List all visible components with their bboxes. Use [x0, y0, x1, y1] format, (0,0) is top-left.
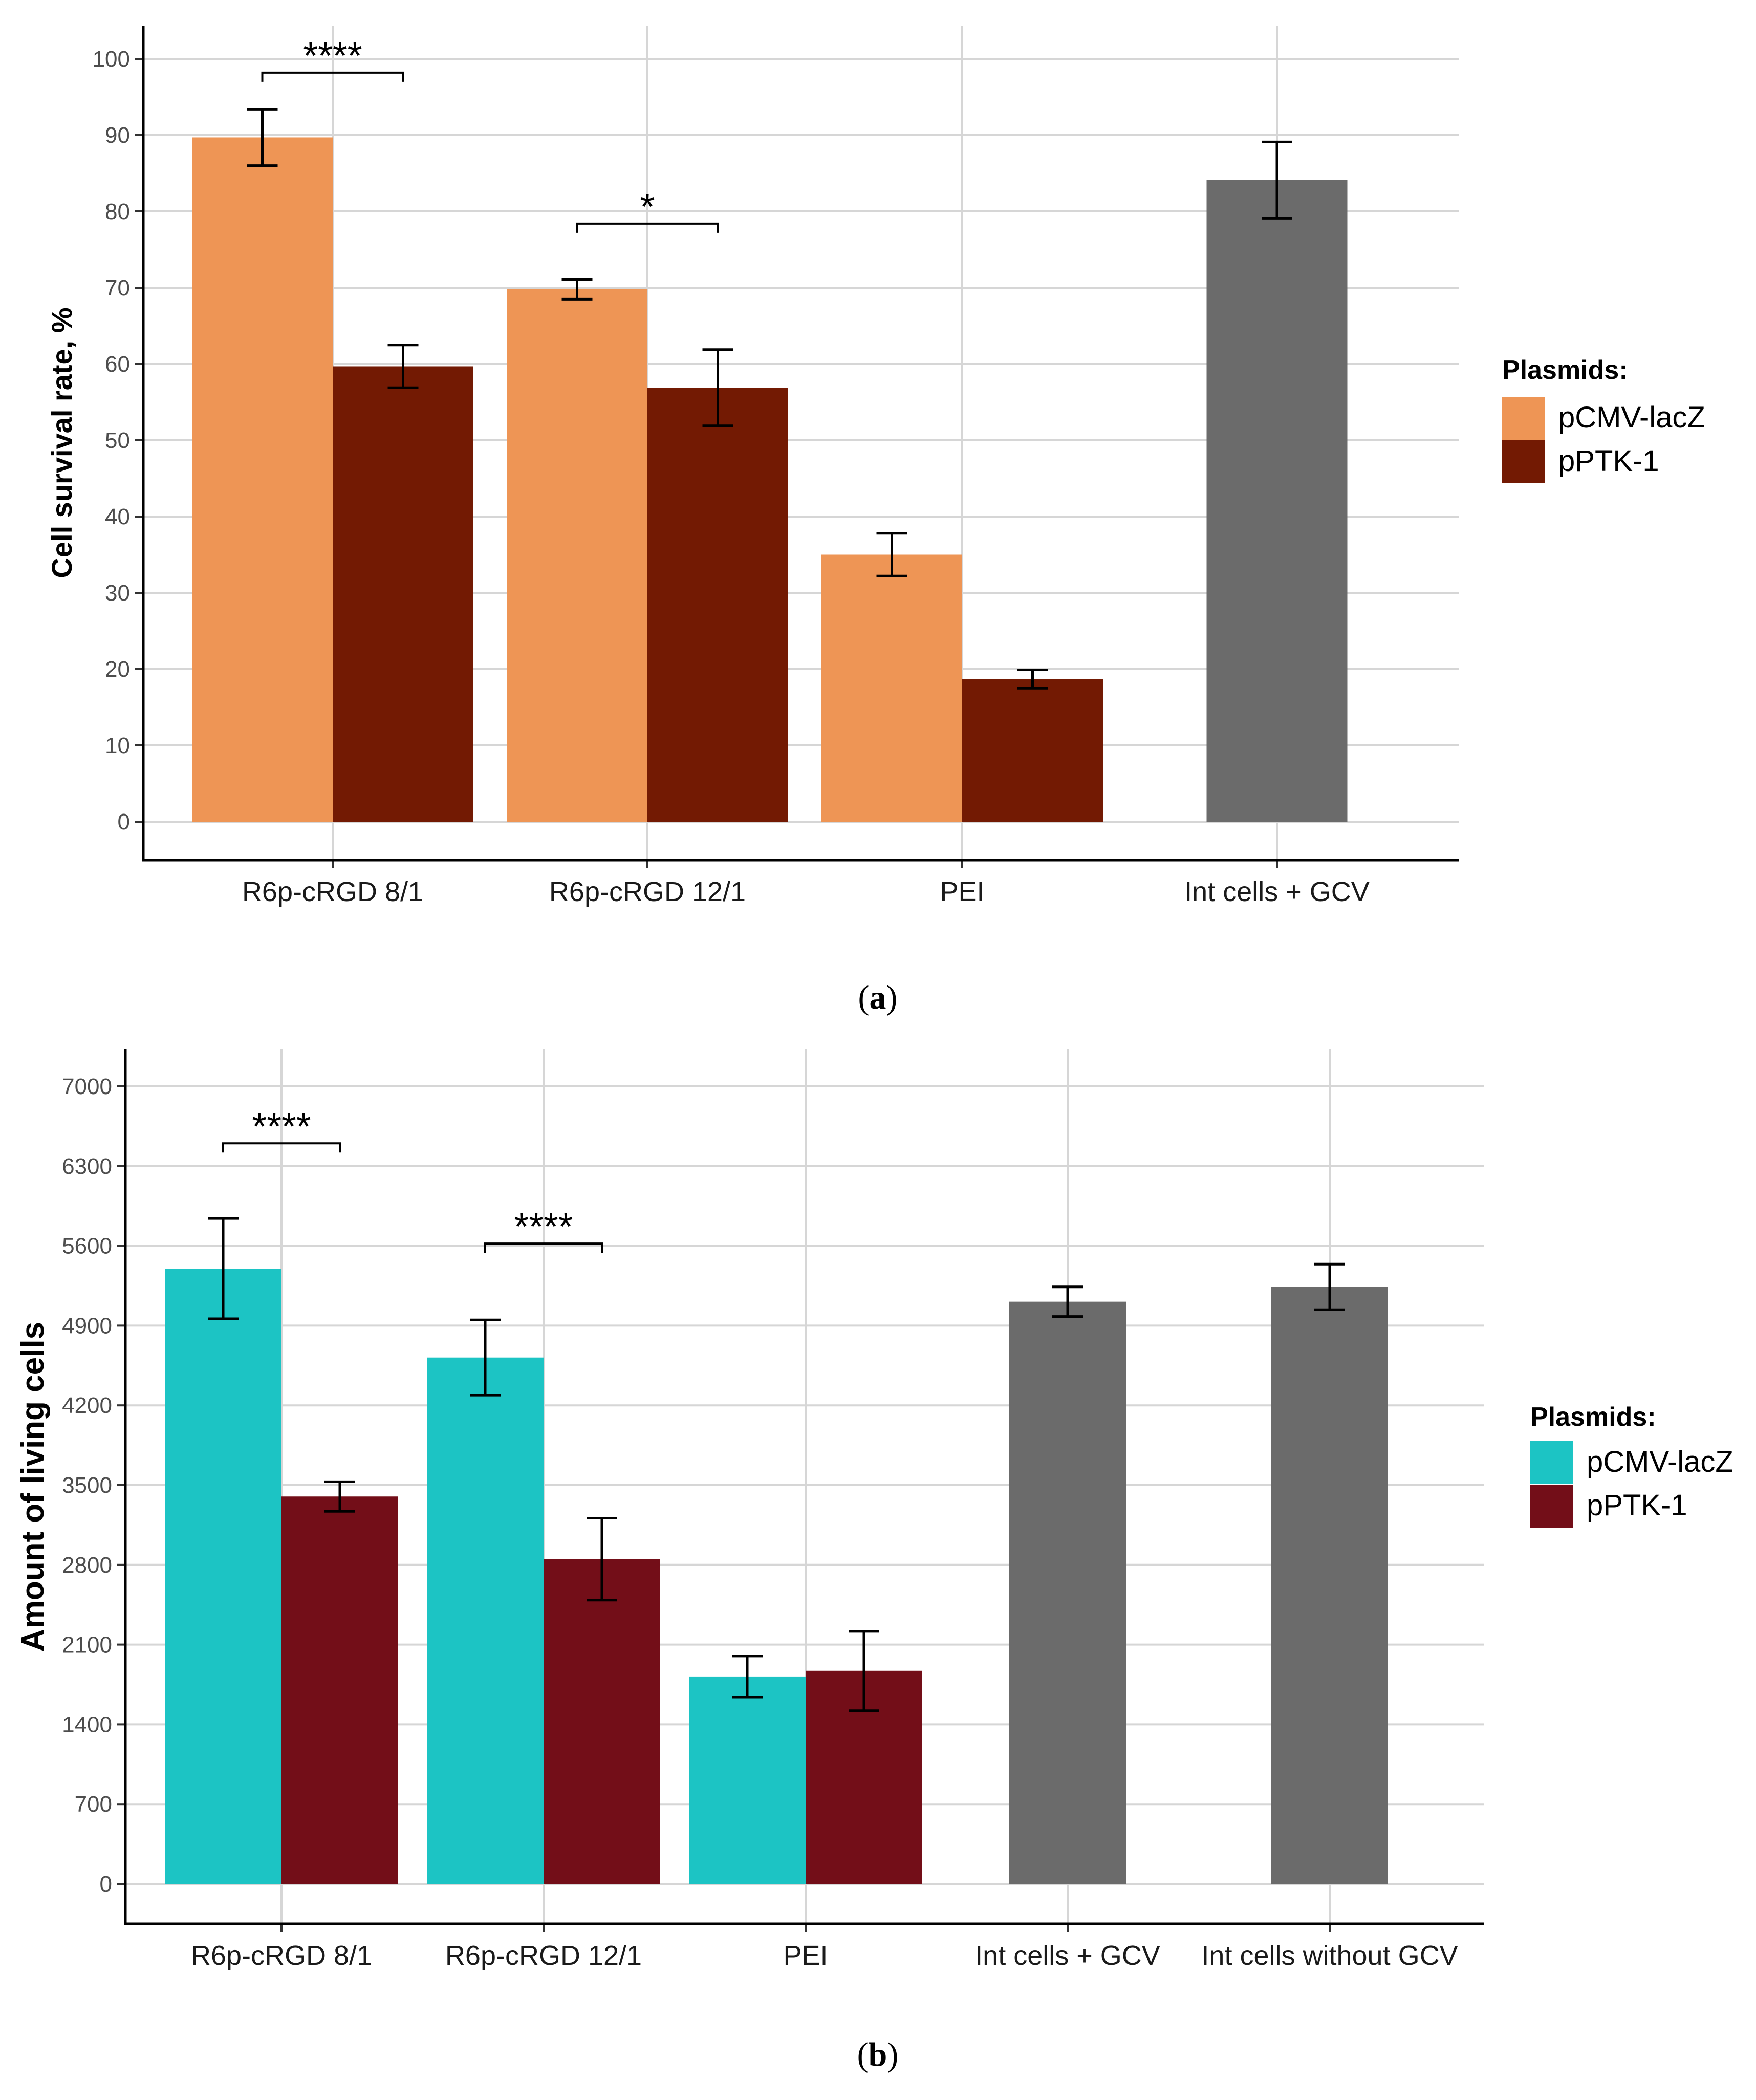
axes	[124, 1049, 1484, 1925]
y-tick-label: 5600	[62, 1234, 112, 1259]
bar	[333, 366, 473, 822]
panel-b: 0 700 1400 2100 2800 3500 4200 4900 5600 6300 7000…	[15, 1049, 1733, 2073]
y-tick-label: 2100	[62, 1633, 112, 1658]
y-axis-label: Amount of living cells	[15, 1322, 51, 1652]
error-bar	[1017, 668, 1048, 690]
significance-bracket	[222, 1142, 341, 1153]
error-bar	[732, 1655, 763, 1699]
error-bar	[561, 278, 593, 301]
y-tick-label: 10	[105, 733, 130, 758]
legend-label: pCMV-lacZ	[1587, 1445, 1733, 1478]
bar	[192, 137, 333, 822]
significance-label: ****	[303, 34, 362, 77]
y-tick-label: 7000	[62, 1074, 112, 1099]
bar	[1009, 1301, 1126, 1884]
x-category-label: R6p-cRGD 8/1	[191, 1940, 372, 1971]
legend-swatch	[1502, 397, 1545, 440]
legend-swatch	[1502, 440, 1545, 483]
significance-bracket	[484, 1242, 603, 1253]
x-category-label: Int cells + GCV	[975, 1940, 1160, 1971]
y-tick-label: 1400	[62, 1712, 112, 1737]
y-tick-label: 0	[118, 809, 130, 834]
panel-caption-letter: b	[869, 2036, 887, 2073]
y-tick-label: 2800	[62, 1553, 112, 1578]
bar	[281, 1496, 398, 1884]
y-tick-label: 60	[105, 352, 130, 377]
error-bar	[324, 1480, 355, 1513]
significance-label: ****	[252, 1105, 311, 1147]
error-bar	[470, 1318, 501, 1397]
bar	[427, 1357, 544, 1884]
significance-bracket	[576, 222, 719, 233]
panel-caption: (b)	[857, 2036, 899, 2073]
bar	[1206, 180, 1348, 822]
bar	[689, 1676, 806, 1884]
significance-bracket	[261, 71, 404, 82]
error-bar	[247, 108, 278, 167]
y-tick-label: 90	[105, 123, 130, 148]
y-tick-label: 700	[75, 1792, 112, 1817]
y-axis-label: Cell survival rate, %	[46, 307, 78, 578]
bar	[165, 1269, 281, 1884]
error-bar	[1052, 1285, 1083, 1318]
x-category-label: R6p-cRGD 12/1	[549, 876, 746, 907]
bar	[821, 554, 962, 822]
error-bar	[702, 348, 733, 427]
y-tick-label: 20	[105, 657, 130, 682]
x-category-label: PEI	[940, 876, 984, 907]
x-category-label: R6p-cRGD 8/1	[242, 876, 423, 907]
y-tick-label: 80	[105, 199, 130, 224]
significance-label: *	[640, 185, 655, 228]
bar	[647, 388, 788, 822]
y-tick-label: 50	[105, 428, 130, 453]
panel-caption-letter: a	[870, 979, 886, 1016]
bar	[1271, 1287, 1388, 1884]
error-bar	[587, 1517, 617, 1602]
x-category-label: Int cells + GCV	[1184, 876, 1370, 907]
error-bar	[387, 344, 419, 389]
y-tick-label: 70	[105, 275, 130, 301]
panel-a: 0 10 20 30 40 50 60 70 80 90 100 R6p-cRGD 8/1 R6p-cR…	[46, 26, 1705, 1016]
y-tick-label: 40	[105, 504, 130, 529]
panel-caption: (a)	[858, 979, 898, 1016]
y-tick-label: 30	[105, 581, 130, 606]
y-tick-label: 4200	[62, 1393, 112, 1418]
error-bar	[1262, 140, 1292, 220]
x-category-label: Int cells without GCV	[1201, 1940, 1458, 1971]
legend-swatch	[1530, 1485, 1573, 1528]
y-tick-label: 100	[93, 47, 130, 72]
bar	[507, 289, 647, 822]
x-category-label: PEI	[783, 1940, 828, 1971]
bar	[544, 1559, 660, 1884]
error-bar	[1314, 1262, 1345, 1311]
x-category-label: R6p-cRGD 12/1	[445, 1940, 642, 1971]
legend-title: Plasmids:	[1502, 355, 1628, 385]
y-tick-label: 3500	[62, 1473, 112, 1498]
significance-label: ****	[514, 1205, 573, 1248]
bar	[962, 679, 1103, 822]
y-tick-label: 4900	[62, 1313, 112, 1338]
y-tick-label: 0	[100, 1872, 112, 1897]
y-tick-label: 6300	[62, 1154, 112, 1179]
legend-label: pPTK-1	[1587, 1489, 1687, 1522]
error-bar	[849, 1630, 879, 1712]
legend-title: Plasmids:	[1530, 1402, 1656, 1432]
axes	[142, 26, 1459, 862]
error-bar	[876, 532, 907, 577]
error-bar	[208, 1217, 239, 1320]
legend-swatch	[1530, 1441, 1573, 1484]
legend-label: pPTK-1	[1558, 444, 1659, 478]
legend-label: pCMV-lacZ	[1558, 401, 1705, 434]
